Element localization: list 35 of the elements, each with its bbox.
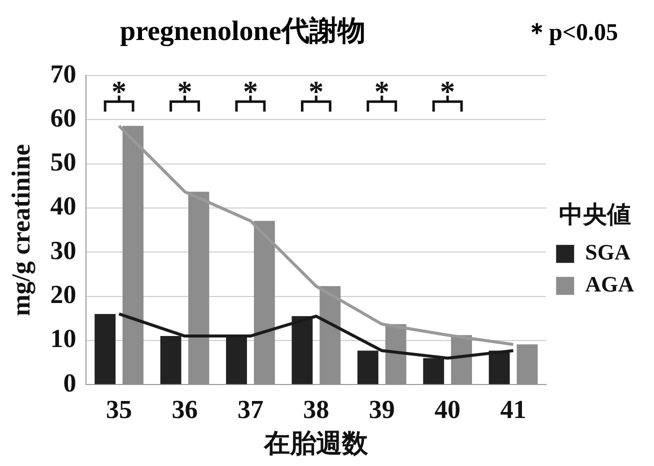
y-tick-label: 30	[50, 236, 76, 265]
y-tick-label: 20	[50, 280, 76, 310]
legend-label: SGA	[585, 240, 630, 265]
legend-title: 中央値	[559, 201, 632, 228]
y-tick-label: 40	[50, 192, 76, 221]
bar	[122, 126, 144, 384]
x-tick-label: 41	[500, 394, 526, 424]
annotation: *	[112, 75, 127, 108]
bar	[385, 324, 406, 384]
x-axis-title: 在胎週数	[263, 429, 370, 458]
bar	[188, 192, 210, 384]
bar	[320, 286, 341, 384]
y-axis-title: mg/g creatinine	[6, 144, 36, 316]
bar	[254, 220, 275, 384]
x-tick-label: 35	[106, 394, 132, 424]
x-tick-label: 37	[237, 394, 264, 424]
y-tick-label: 0	[63, 368, 76, 398]
bar	[516, 344, 538, 384]
annotation: *	[308, 75, 324, 108]
x-tick-label: 40	[434, 394, 461, 424]
annotation: *	[242, 75, 258, 108]
x-tick-label: 38	[303, 394, 330, 424]
y-tick-label: 50	[50, 148, 76, 177]
y-tick-label: 10	[50, 324, 76, 354]
y-tick-label: 60	[50, 103, 76, 132]
text: ＊p<0.05	[525, 19, 618, 48]
x-tick-label: 39	[368, 394, 395, 424]
annotation: *	[177, 75, 192, 108]
x-tick-label: 36	[172, 394, 198, 424]
bar	[94, 314, 116, 384]
y-tick-label: 70	[50, 59, 76, 88]
legend-label: AGA	[585, 272, 634, 297]
annotation: *	[440, 75, 456, 108]
chart-title: pregnenolone代謝物	[120, 15, 366, 49]
annotation: *	[374, 75, 390, 108]
